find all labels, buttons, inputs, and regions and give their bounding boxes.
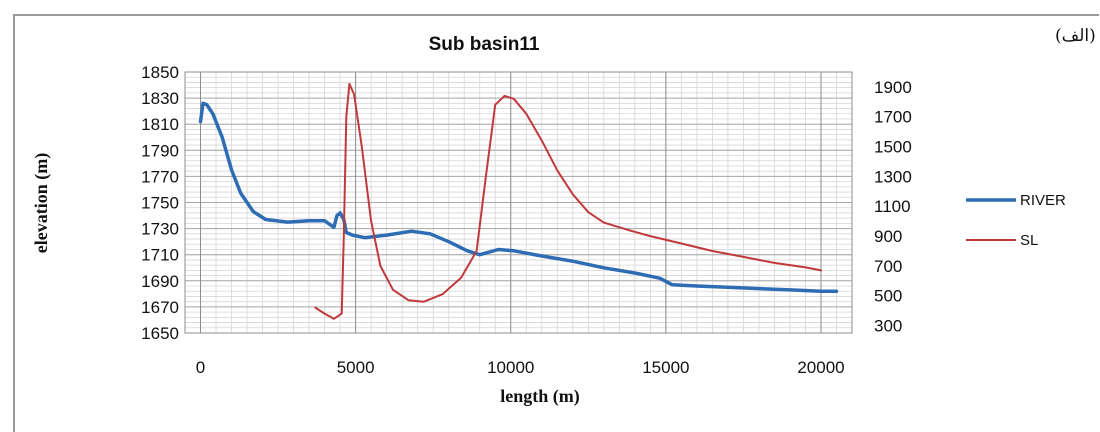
- series-line-river: [198, 101, 839, 293]
- y-tick-label: 1650: [141, 324, 179, 343]
- corner-label: (الف): [1055, 26, 1096, 46]
- y-tick-label: 1710: [141, 246, 179, 265]
- x-tick-label: 20000: [797, 358, 844, 377]
- y2-tick-label: 500: [874, 287, 902, 306]
- y2-tick-label: 1700: [874, 108, 912, 127]
- y2-tick-label: 1900: [874, 78, 912, 97]
- legend: RIVER SL: [966, 192, 1066, 249]
- y-tick-label: 1690: [141, 272, 179, 291]
- y-tick-label: 1850: [141, 63, 179, 82]
- y-tick-label: 1810: [141, 115, 179, 134]
- y-tick-label: 1730: [141, 220, 179, 239]
- x-axis-label: length (m): [500, 386, 580, 407]
- x-tick-label: 5000: [337, 358, 375, 377]
- series-line-sl: [314, 82, 822, 320]
- legend-label-sl: SL: [1020, 232, 1038, 249]
- x-tick-label: 0: [196, 358, 205, 377]
- y2-tick-label: 1300: [874, 167, 912, 186]
- y-tick-label: 1750: [141, 194, 179, 213]
- y-axis-label: elevation (m): [31, 153, 52, 253]
- series-lines: [198, 82, 839, 320]
- y-tick-label: 1830: [141, 89, 179, 108]
- y-tick-label: 1770: [141, 167, 179, 186]
- y-tick-label: 1670: [141, 298, 179, 317]
- axes: 1650 1670 1690 1710 1730 1750 1770 1790 1810 1830…: [141, 63, 912, 377]
- y2-tick-label: 1100: [874, 197, 911, 216]
- chart-title: Sub basin11: [429, 34, 540, 55]
- chart-frame: [13, 14, 1099, 432]
- y2-tick-label: 700: [874, 257, 902, 276]
- legend-label-river: RIVER: [1020, 192, 1066, 209]
- y2-tick-label: 900: [874, 227, 902, 246]
- x-tick-label: 15000: [642, 358, 689, 377]
- x-tick-label: 10000: [487, 358, 534, 377]
- grid: [185, 71, 853, 334]
- y2-tick-label: 300: [874, 317, 902, 336]
- y2-tick-label: 1500: [874, 138, 912, 157]
- y-tick-label: 1790: [141, 141, 179, 160]
- plot-area-border: [184, 71, 853, 334]
